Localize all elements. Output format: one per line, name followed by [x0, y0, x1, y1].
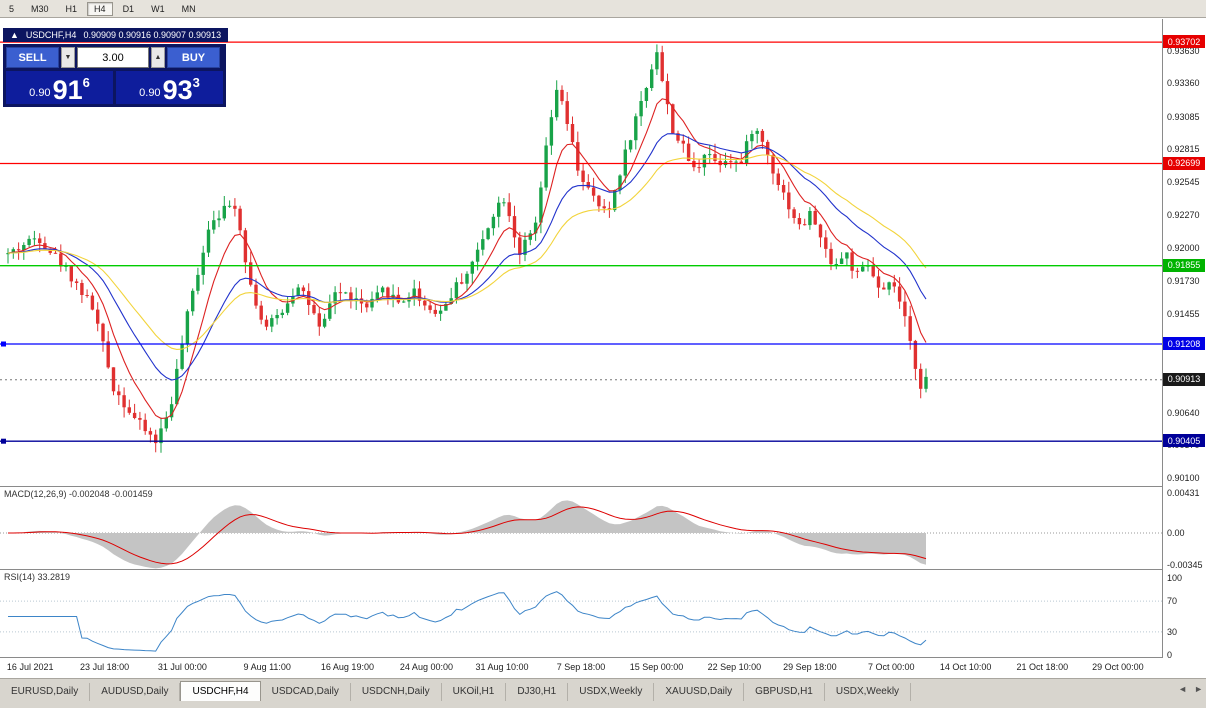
arrow-down-icon: ▼ — [64, 54, 72, 61]
timeframe-button-m30[interactable]: M30 — [31, 3, 49, 14]
time-axis-label: 14 Oct 10:00 — [939, 662, 992, 672]
time-axis-label: 23 Jul 18:00 — [80, 662, 130, 672]
timeframe-button-mn[interactable]: MN — [181, 3, 196, 14]
lot-decrease-button[interactable]: ▼ — [61, 47, 75, 68]
price-axis[interactable]: 0.93630 0.93360 0.93085 0.92815 0.92545 0.922… — [1162, 19, 1206, 660]
time-axis-label: 29 Oct 00:00 — [1092, 662, 1144, 672]
collapse-chart-icon[interactable]: ▲ — [10, 30, 19, 40]
macd-axis-label: 0.00431 — [1167, 488, 1200, 498]
time-axis-label: 16 Aug 19:00 — [320, 662, 374, 672]
sell-price-big-digits: 91 — [52, 75, 83, 106]
buy-price-display[interactable]: 0.90 93 3 — [116, 71, 223, 104]
trade-controls-row: SELL ▼ ▲ BUY — [6, 47, 223, 68]
tab-audusd-daily[interactable]: AUDUSD,Daily — [90, 683, 181, 701]
time-axis-label: 21 Oct 18:00 — [1016, 662, 1069, 672]
time-axis-label: 31 Jul 00:00 — [157, 662, 207, 672]
time-axis-label: 31 Aug 10:00 — [475, 662, 529, 672]
time-axis-label: 7 Sep 18:00 — [556, 662, 606, 672]
time-axis-label: 9 Aug 11:00 — [243, 662, 291, 672]
macd-indicator-label: MACD(12,26,9) -0.002048 -0.001459 — [4, 489, 153, 499]
rsi-axis-label: 70 — [1167, 596, 1178, 607]
timeframe-button-5[interactable]: 5 — [9, 3, 15, 14]
price-axis-label: 0.93360 — [1167, 78, 1200, 89]
rsi-axis-label: 30 — [1167, 626, 1178, 637]
macd-axis-label: 0.00 — [1167, 528, 1185, 538]
timeframe-button-h1[interactable]: H1 — [65, 3, 78, 14]
tab-usdx-weekly[interactable]: USDX,Weekly — [825, 683, 912, 701]
price-axis-label: 0.90100 — [1167, 473, 1200, 484]
rsi-canvas — [0, 591, 1162, 652]
time-axis-label: 15 Sep 00:00 — [629, 662, 684, 672]
macd-axis-label: -0.00345 — [1167, 560, 1203, 571]
price-badge-0.92699: 0.92699 — [1163, 156, 1205, 170]
chart-ohlc-values: 0.90909 0.90916 0.90907 0.90913 — [83, 30, 222, 40]
price-axis-label: 0.91730 — [1167, 275, 1200, 286]
tabs-scroll-left-icon[interactable]: ◄ — [1178, 684, 1188, 694]
timeframe-button-d1[interactable]: D1 — [122, 3, 135, 14]
sell-price-display[interactable]: 0.90 91 6 — [6, 71, 113, 104]
tab-usdcad-daily[interactable]: USDCAD,Daily — [261, 683, 351, 701]
rsi-axis-label: 100 — [1167, 573, 1183, 583]
sell-price-pip-digit: 6 — [82, 75, 90, 90]
timeframe-button-h4[interactable]: H4 — [87, 1, 113, 16]
price-axis-label: 0.92545 — [1167, 177, 1200, 188]
price-axis-label: 0.93085 — [1167, 111, 1200, 122]
time-axis-label: 7 Oct 00:00 — [867, 662, 915, 672]
macd-panel: MACD(12,26,9) -0.002048 -0.001459 — [0, 487, 1162, 570]
tab-dj30-h1[interactable]: DJ30,H1 — [506, 683, 569, 701]
tab-usdchf-h4[interactable]: USDCHF,H4 — [180, 681, 261, 701]
trade-prices-row: 0.90 91 6 0.90 93 3 — [6, 71, 223, 104]
tab-scroll-controls: ◄ ► — [1178, 684, 1203, 694]
buy-price-prefix: 0.90 — [139, 87, 161, 99]
tab-eurusd-daily[interactable]: EURUSD,Daily — [0, 683, 91, 701]
main-chart-panel: ▲ USDCHF,H4 0.90909 0.90916 0.90907 0.90… — [0, 19, 1162, 487]
time-axis-label: 24 Aug 00:00 — [399, 662, 453, 672]
buy-price-big-digits: 93 — [162, 75, 193, 106]
time-axis-label: 22 Sep 10:00 — [707, 662, 762, 672]
lot-size-input[interactable] — [77, 47, 149, 68]
tab-usdx-weekly[interactable]: USDX,Weekly — [568, 683, 655, 701]
time-axis-label: 29 Sep 18:00 — [783, 662, 837, 672]
chart-symbol-title: USDCHF,H4 — [25, 30, 77, 40]
rsi-indicator-label: RSI(14) 33.2819 — [4, 572, 71, 582]
chart-tabbar: EURUSD,Daily AUDUSD,Daily USDCHF,H4 USDCAD,… — [0, 678, 1206, 708]
price-badge-0.91855: 0.91855 — [1163, 258, 1205, 272]
tab-xauusd-daily[interactable]: XAUUSD,Daily — [654, 683, 745, 701]
lot-increase-button[interactable]: ▲ — [151, 47, 165, 68]
price-axis-label: 0.93630 — [1167, 45, 1200, 56]
timeframe-toolbar: 5 M30 H1 H4 D1 W1 MN — [0, 0, 1206, 18]
price-axis-label: 0.92270 — [1167, 210, 1200, 221]
macd-canvas — [0, 500, 1162, 569]
rsi-axis-label: 0 — [1167, 650, 1173, 660]
tab-ukoil-h1[interactable]: UKOil,H1 — [442, 683, 507, 701]
time-axis-label: 16 Jul 2021 — [6, 662, 54, 672]
tabs-scroll-right-icon[interactable]: ► — [1194, 684, 1203, 694]
main-chart-canvas[interactable] — [0, 19, 1162, 486]
buy-price-pip-digit: 3 — [192, 75, 200, 90]
rsi-panel: RSI(14) 33.2819 — [0, 570, 1162, 658]
chart-header: ▲ USDCHF,H4 0.90909 0.90916 0.90907 0.90… — [3, 28, 229, 42]
time-axis[interactable]: 16 Jul 2021 23 Jul 18:00 31 Jul 00:00 9 Aug… — [0, 658, 1162, 678]
sell-button[interactable]: SELL — [6, 47, 59, 68]
price-axis-label: 0.92815 — [1167, 144, 1200, 155]
price-badge-0.90405: 0.90405 — [1163, 434, 1205, 448]
price-badge-0.91208: 0.91208 — [1163, 337, 1205, 350]
tab-usdcnh-daily[interactable]: USDCNH,Daily — [351, 683, 442, 701]
price-axis-label: 0.92000 — [1167, 243, 1200, 254]
buy-button[interactable]: BUY — [167, 47, 220, 68]
price-axis-label: 0.90640 — [1167, 407, 1200, 418]
tab-gbpusd-h1[interactable]: GBPUSD,H1 — [744, 683, 825, 701]
sell-price-prefix: 0.90 — [29, 87, 51, 99]
price-badge-0.90913: 0.90913 — [1163, 372, 1205, 386]
timeframe-button-w1[interactable]: W1 — [151, 3, 165, 14]
arrow-up-icon: ▲ — [154, 54, 162, 61]
price-badge-0.93702: 0.93702 — [1163, 35, 1205, 49]
price-axis-label: 0.91455 — [1167, 309, 1200, 320]
